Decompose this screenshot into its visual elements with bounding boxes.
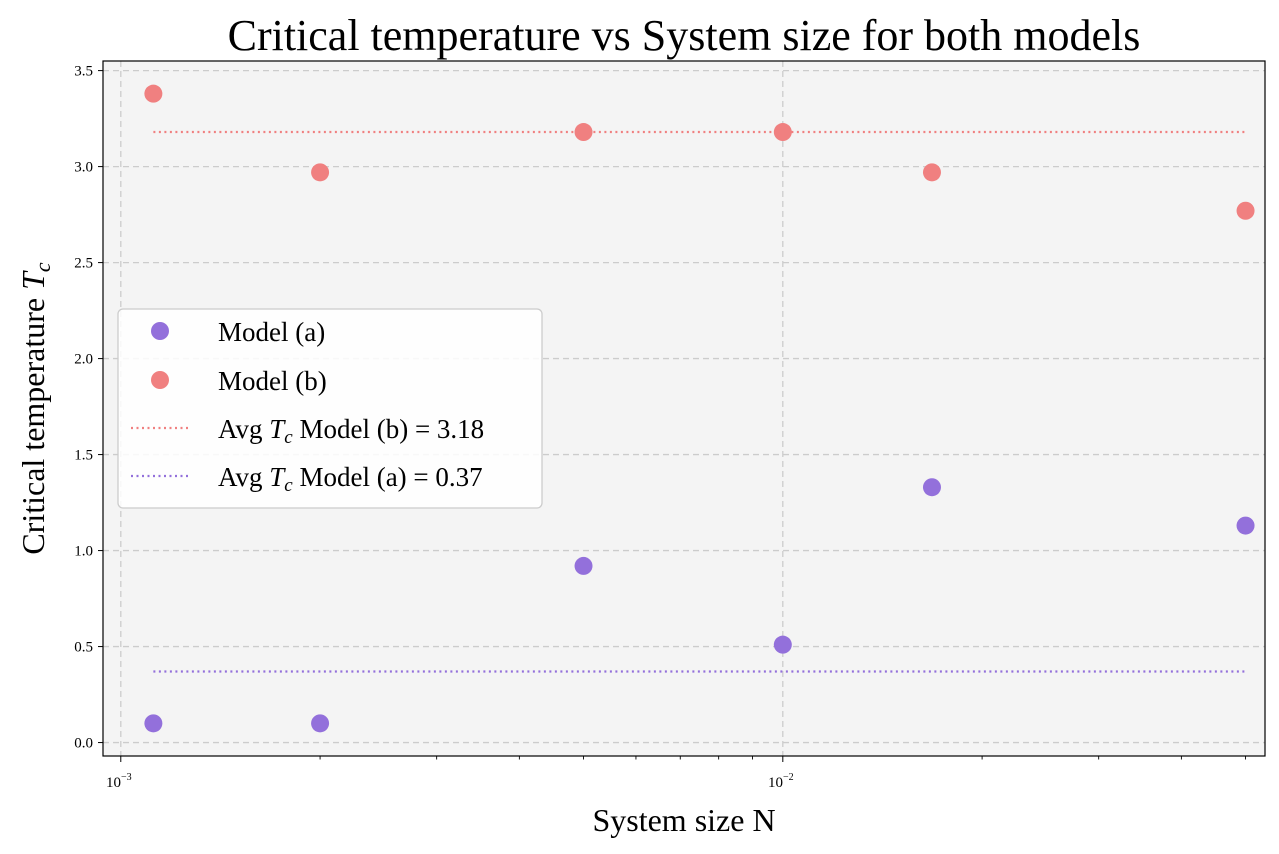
x-tick-label: 10−2 (768, 772, 794, 791)
average-lines (153, 130, 1246, 673)
legend-label: Model (b) (218, 366, 327, 396)
data-point (311, 714, 330, 733)
x-axis-label: System size N (592, 802, 775, 838)
y-tick-label: 2.5 (74, 256, 93, 272)
y-tick-label: 0.5 (74, 640, 93, 656)
legend-box (117, 308, 543, 509)
data-point (574, 123, 593, 142)
y-tick-label: 3.0 (74, 160, 93, 176)
x-tick-label: 10−3 (106, 772, 132, 791)
data-point (1236, 201, 1255, 220)
legend-label: Avg Tc Model (b) = 3.18 (218, 414, 484, 448)
legend-marker (151, 322, 169, 340)
y-tick-label: 1.5 (74, 448, 93, 464)
axis-ticks: 0.0 0.5 1.0 1.5 2.0 2.5 3.0 3.5 10−3 10−2 (74, 64, 1246, 791)
data-point (311, 163, 330, 182)
data-point (1236, 516, 1255, 535)
data-point (773, 123, 792, 142)
data-point (773, 635, 792, 654)
data-point (574, 556, 593, 575)
data-point (144, 714, 163, 733)
legend-label: Avg Tc Model (a) = 0.37 (218, 462, 483, 496)
data-points (144, 84, 1255, 733)
chart-title: Critical temperature vs System size for … (228, 11, 1141, 60)
legend: Model (a) Model (b) Avg Tc Model (b) = 3.1… (117, 308, 543, 509)
y-tick-label: 3.5 (74, 64, 93, 80)
data-point (144, 84, 163, 103)
legend-marker (151, 371, 169, 389)
plot-frame (102, 60, 1266, 757)
data-point (922, 478, 941, 497)
legend-label: Model (a) (218, 317, 325, 347)
y-axis-label: Critical temperature Tc (15, 262, 55, 555)
y-tick-label: 1.0 (74, 544, 93, 560)
y-tick-label: 0.0 (74, 736, 93, 752)
data-point (922, 163, 941, 182)
y-tick-label: 2.0 (74, 352, 93, 368)
